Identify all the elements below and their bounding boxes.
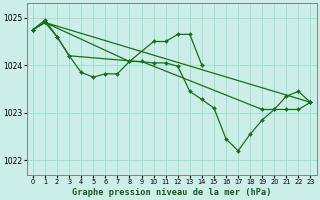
X-axis label: Graphe pression niveau de la mer (hPa): Graphe pression niveau de la mer (hPa) <box>72 188 271 197</box>
